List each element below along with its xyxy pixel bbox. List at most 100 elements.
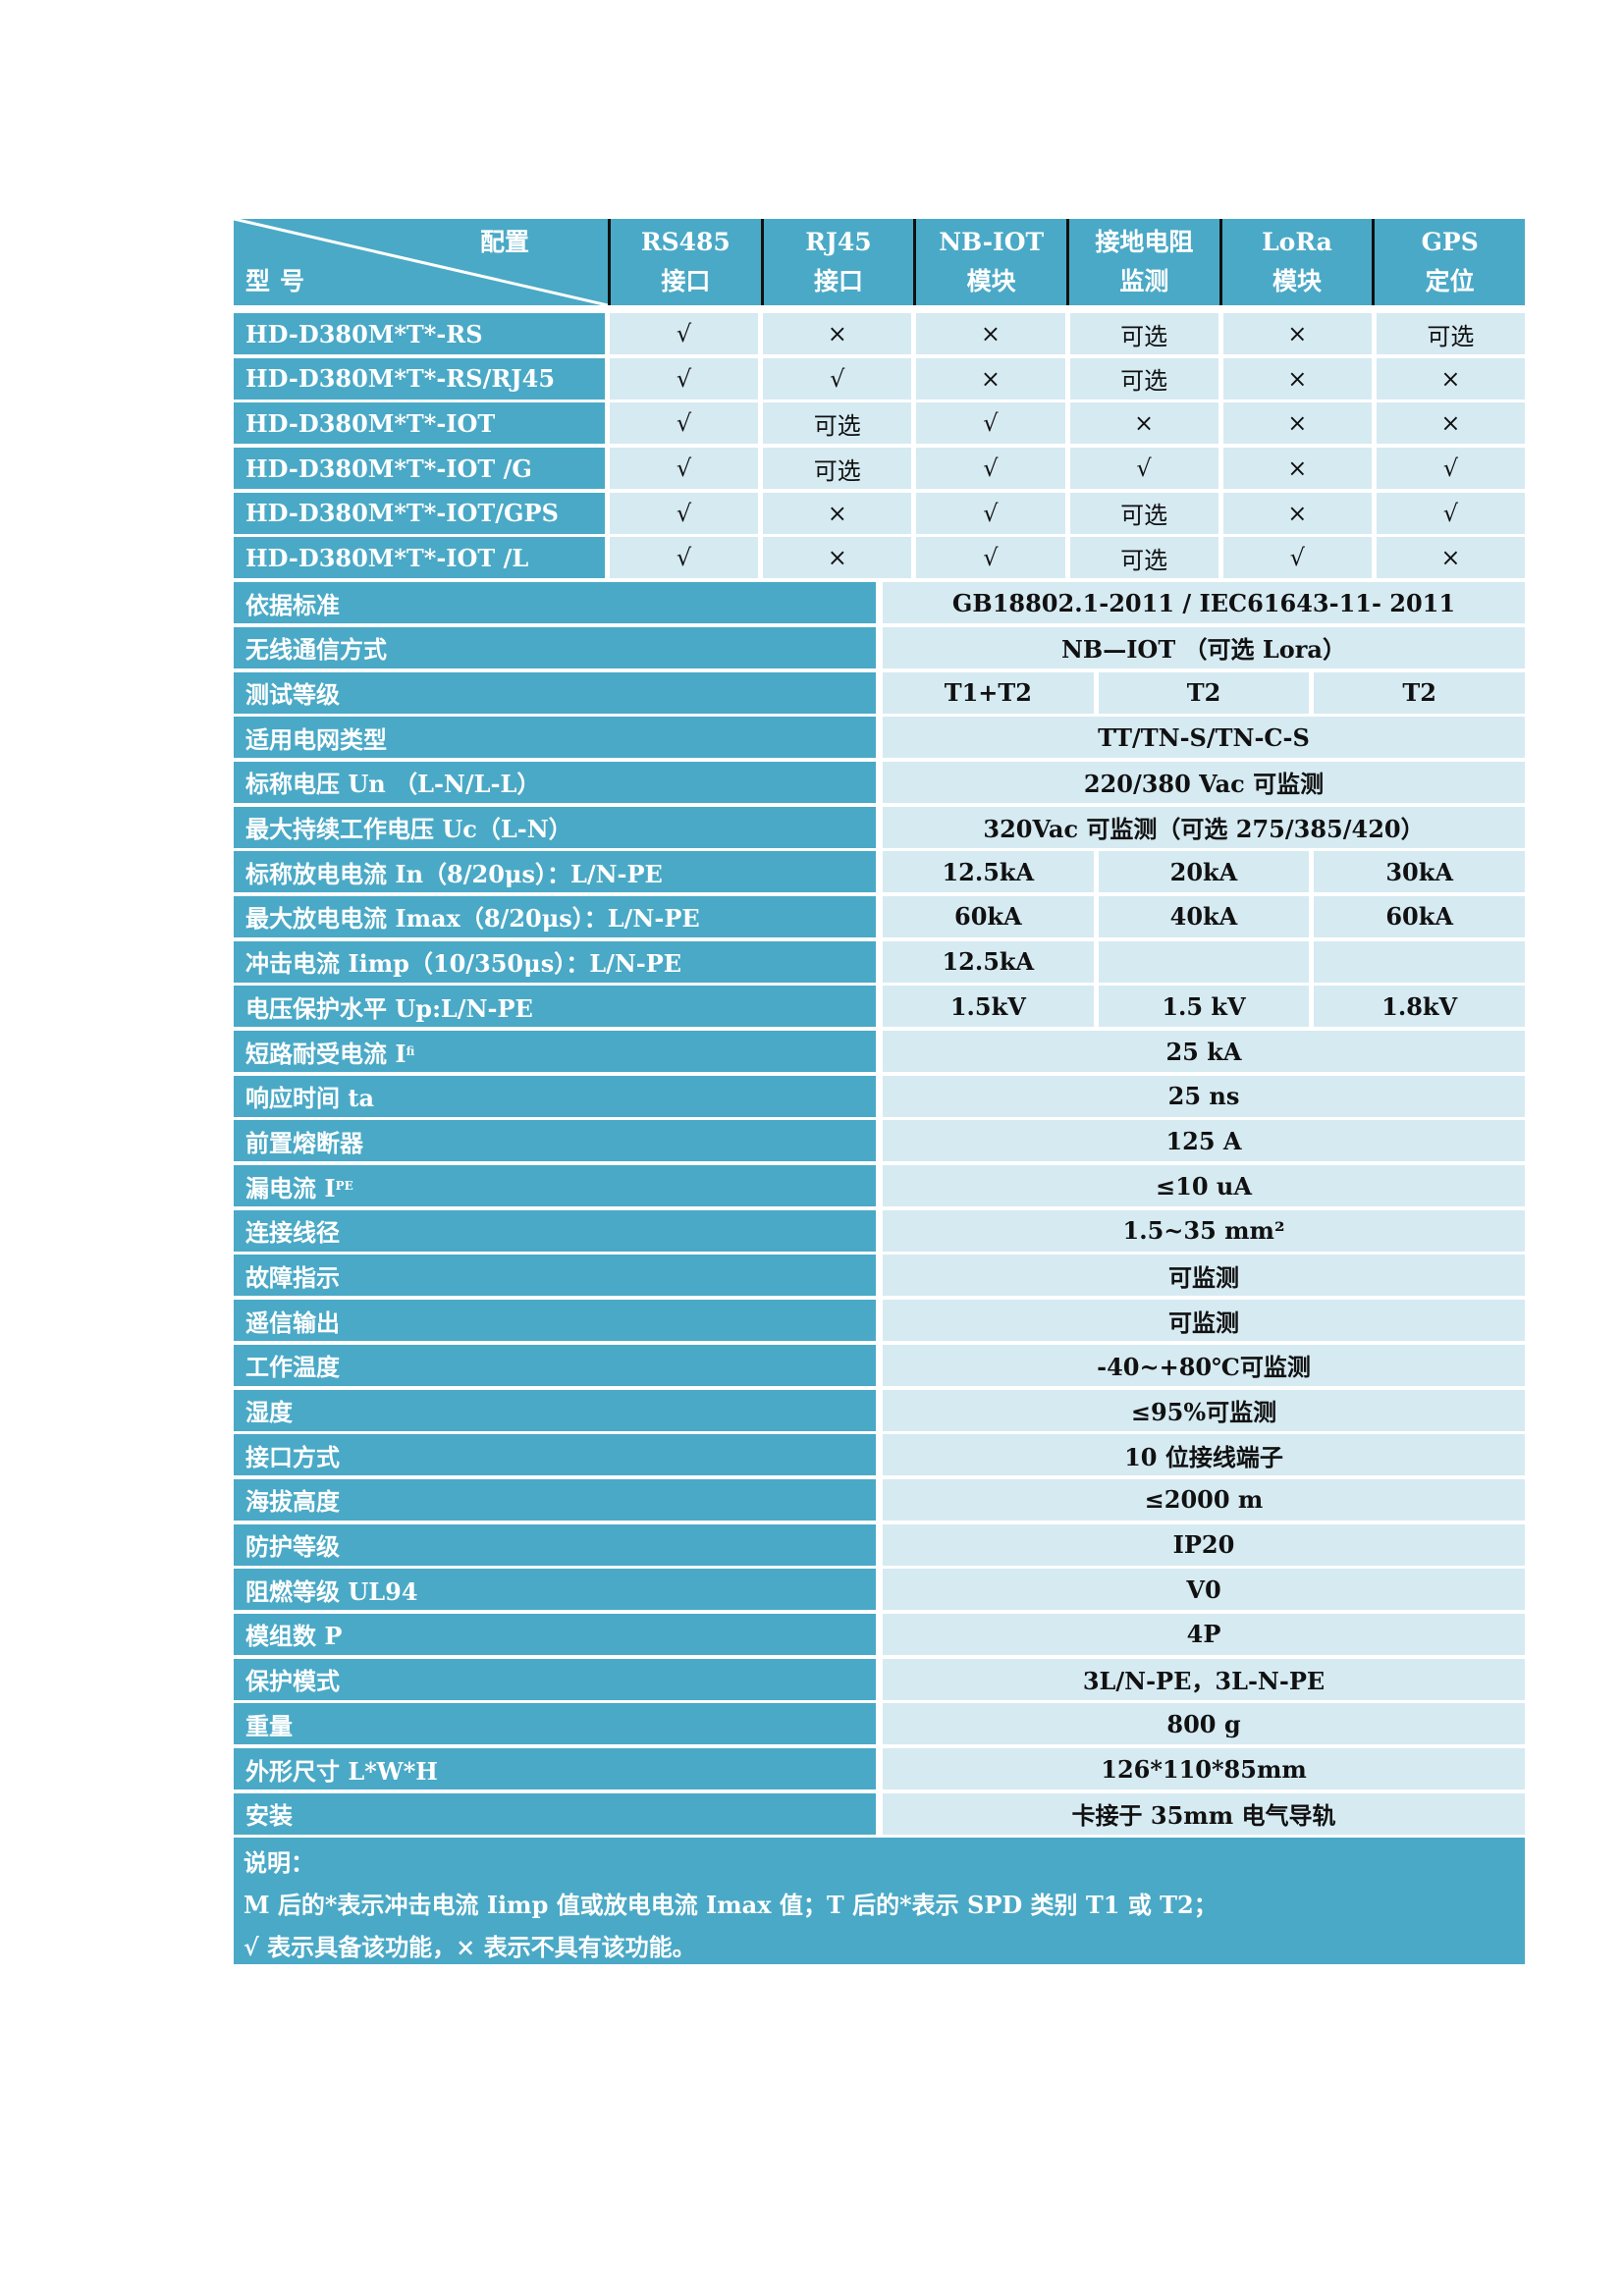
diagonal-divider <box>234 219 608 305</box>
feature-cell: × <box>1222 402 1372 445</box>
spec-values: IP20 <box>883 1523 1525 1566</box>
spec-label-text: 故障指示 <box>245 1262 340 1292</box>
spec-label-text: 前置熔断器 <box>245 1128 363 1157</box>
spec-label-text: 电压保护水平 Up:L/N-PE <box>245 993 533 1023</box>
note-box: 说明： M 后的*表示冲击电流 Iimp 值或放电电流 Imax 值；T 后的*… <box>234 1837 1525 1964</box>
spec-value: T2 <box>1314 671 1525 714</box>
spec-label-text: 连接线径 <box>245 1218 340 1248</box>
spec-row: 防护等级 IP20 <box>234 1523 1525 1566</box>
spec-values: 320Vac 可监测（可选 275/385/420） <box>883 806 1525 848</box>
config-label: 配置 <box>479 228 529 256</box>
spec-label: 故障指示 <box>234 1255 876 1297</box>
spec-values: 4P <box>883 1613 1525 1655</box>
feature-cell: √ <box>1376 448 1525 490</box>
header-line-2: 监测 <box>1119 267 1169 295</box>
spec-values: 卡接于 35mm 电气导轨 <box>883 1792 1525 1835</box>
model-row: HD-D380M*T*-IOT/GPS √ × √ 可选 × √ <box>234 492 1525 534</box>
spec-row: 响应时间 ta 25 ns <box>234 1075 1525 1117</box>
spec-value: 20kA <box>1098 851 1310 893</box>
feature-cell: 可选 <box>1376 313 1525 354</box>
spec-label: 响应时间 ta <box>234 1075 876 1117</box>
spec-value: 60kA <box>883 895 1094 937</box>
spec-value: T1+T2 <box>883 671 1094 714</box>
spec-label: 测试等级 <box>234 671 876 714</box>
feature-cell: √ <box>916 402 1065 445</box>
spec-row: 适用电网类型 TT/TN-S/TN-C-S <box>234 717 1525 759</box>
note-line: √ 表示具备该功能，× 表示不具有该功能。 <box>244 1932 696 1961</box>
feature-cell: √ <box>916 537 1065 579</box>
spec-value: 1.5kV <box>883 986 1094 1028</box>
spec-values: 10 位接线端子 <box>883 1434 1525 1476</box>
spec-value: 可监测 <box>883 1255 1525 1297</box>
spec-label: 漏电流 I PE <box>234 1165 876 1207</box>
spec-value: ≤10 uA <box>883 1165 1525 1207</box>
spec-value: NB—IOT （可选 Lora） <box>883 626 1525 668</box>
spec-row: 阻燃等级 UL94 V0 <box>234 1569 1525 1611</box>
spec-row: 无线通信方式 NB—IOT （可选 Lora） <box>234 626 1525 668</box>
spec-value: 25 kA <box>883 1031 1525 1072</box>
spec-value: 60kA <box>1314 895 1525 937</box>
spec-label-text: 保护模式 <box>245 1667 340 1696</box>
model-row: HD-D380M*T*-IOT /L √ × √ 可选 √ × <box>234 537 1525 579</box>
spec-label-text: 响应时间 ta <box>245 1084 374 1113</box>
table-header: 配置 型号 RS485 接口 RJ45 接口 NB-IOT 模块 接地电阻 监测 LoRa 模块 G… <box>234 219 1525 305</box>
spec-values: -40~+80℃可监测 <box>883 1344 1525 1386</box>
spec-label-text: 防护等级 <box>245 1532 340 1562</box>
feature-cell: √ <box>916 448 1065 490</box>
spec-row: 电压保护水平 Up:L/N-PE 1.5kV 1.5 kV 1.8kV <box>234 986 1525 1028</box>
spec-value: 30kA <box>1314 851 1525 893</box>
feature-cell: × <box>1222 357 1372 400</box>
header-line-1: 接地电阻 <box>1095 228 1194 256</box>
spec-label-text: 标称电压 Un （L-N/L-L） <box>245 770 541 799</box>
spec-label-text: 无线通信方式 <box>245 635 387 665</box>
spec-row: 接口方式 10 位接线端子 <box>234 1434 1525 1476</box>
spec-row: 测试等级 T1+T2 T2 T2 <box>234 671 1525 714</box>
spec-label-text: 适用电网类型 <box>245 724 387 754</box>
spec-label-text: 安装 <box>245 1801 293 1831</box>
spec-values: T1+T2 T2 T2 <box>883 671 1525 714</box>
header-line-1: GPS <box>1421 228 1479 256</box>
spec-values: 220/380 Vac 可监测 <box>883 761 1525 803</box>
spec-row: 最大持续工作电压 Uc（L-N） 320Vac 可监测（可选 275/385/42… <box>234 806 1525 848</box>
feature-cell: × <box>916 357 1065 400</box>
feature-cell: 可选 <box>1069 492 1218 534</box>
spec-values: ≤10 uA <box>883 1165 1525 1207</box>
spec-label-text: 依据标准 <box>245 590 340 619</box>
spec-values: 可监测 <box>883 1255 1525 1297</box>
header-column: RJ45 接口 <box>760 219 914 305</box>
spec-row: 湿度 ≤95%可监测 <box>234 1389 1525 1431</box>
spec-row: 标称电压 Un （L-N/L-L） 220/380 Vac 可监测 <box>234 761 1525 803</box>
feature-cell: √ <box>610 402 759 445</box>
spec-values: 12.5kA 20kA 30kA <box>883 851 1525 893</box>
feature-cell: × <box>763 313 912 354</box>
header-line-2: 接口 <box>661 267 711 295</box>
spec-value: T2 <box>1098 671 1310 714</box>
note-title: 说明： <box>244 1847 314 1877</box>
spec-values: ≤2000 m <box>883 1478 1525 1521</box>
spec-row: 漏电流 I PE ≤10 uA <box>234 1165 1525 1207</box>
spec-label: 连接线径 <box>234 1209 876 1252</box>
spec-label: 遥信输出 <box>234 1300 876 1342</box>
spec-label-text: 外形尺寸 L*W*H <box>245 1756 438 1786</box>
spec-value: TT/TN-S/TN-C-S <box>883 717 1525 759</box>
spec-row: 连接线径 1.5~35 mm² <box>234 1209 1525 1252</box>
spec-values: 800 g <box>883 1703 1525 1745</box>
spec-label: 无线通信方式 <box>234 626 876 668</box>
spec-row: 保护模式 3L/N-PE，3L-N-PE <box>234 1658 1525 1700</box>
spec-label-text: 海拔高度 <box>245 1487 340 1517</box>
spec-label: 保护模式 <box>234 1658 876 1700</box>
spec-rows: 依据标准 GB18802.1-2011 / IEC61643-11- 2011 无线… <box>234 582 1525 1835</box>
header-line-2: 模块 <box>966 267 1016 295</box>
spec-label-text: 最大持续工作电压 Uc（L-N） <box>245 815 572 844</box>
spec-value: 12.5kA <box>883 851 1094 893</box>
spec-label: 海拔高度 <box>234 1478 876 1521</box>
spec-row: 故障指示 可监测 <box>234 1255 1525 1297</box>
spec-value: 4P <box>883 1613 1525 1655</box>
model-name: HD-D380M*T*-IOT/GPS <box>234 492 605 534</box>
spec-values: 1.5kV 1.5 kV 1.8kV <box>883 986 1525 1028</box>
header-column: RS485 接口 <box>608 219 761 305</box>
header-line-2: 定位 <box>1425 267 1475 295</box>
spec-label: 冲击电流 Iimp（10/350μs）：L/N-PE <box>234 940 876 983</box>
feature-cell: √ <box>610 448 759 490</box>
feature-cell: × <box>1222 448 1372 490</box>
